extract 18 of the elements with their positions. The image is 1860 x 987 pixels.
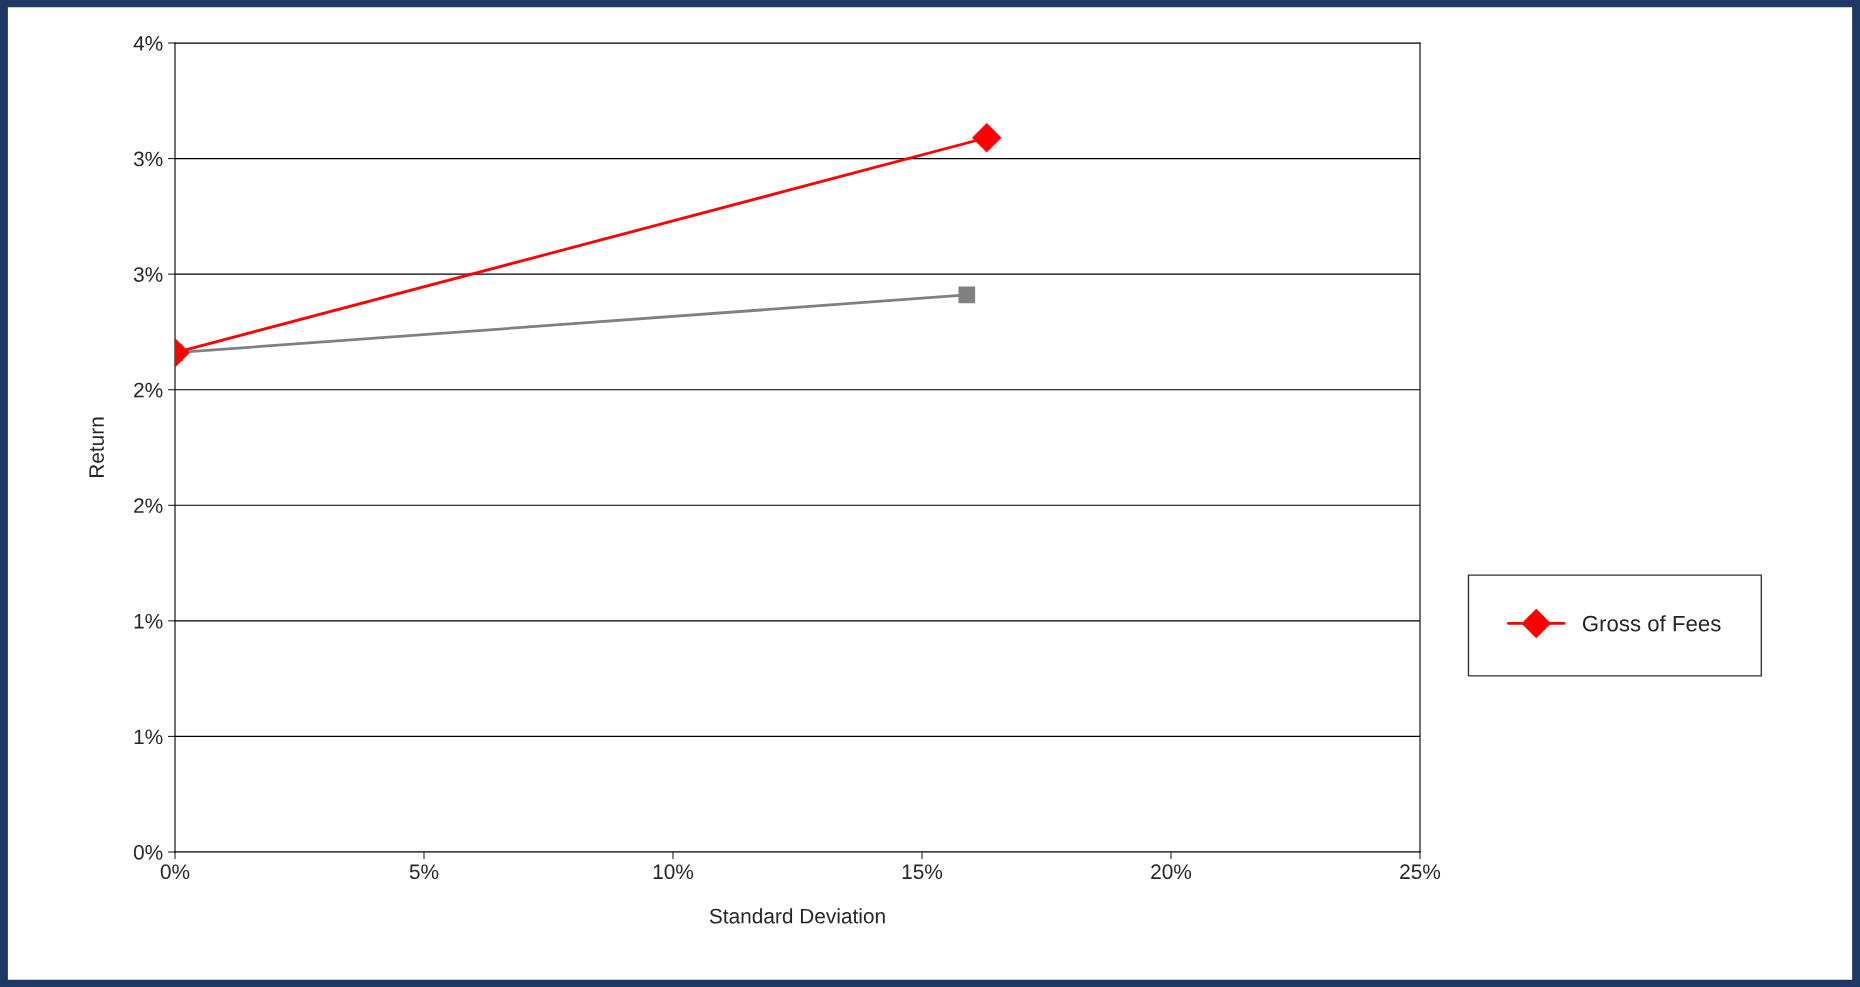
y-tick-label: 1% [134,729,163,745]
y-tick-label: 1% [134,613,163,629]
x-tick-label: 20% [1151,864,1192,880]
x-tick-label: 15% [902,864,943,880]
x-tick-label: 10% [653,864,694,880]
x-tick-label: 25% [1400,864,1441,880]
y-tick-label: 2% [134,382,163,398]
point [958,286,976,304]
x-tick-label: 0% [160,864,190,880]
x-tick-label: 5% [409,864,439,880]
y-axis-title: Return [89,417,104,478]
y-tick-label: 0% [133,845,163,860]
y-tick-label: 4% [133,36,163,51]
legend-label: Gross of Fees [1582,615,1721,632]
x-axis-title: Standard Deviation [709,908,885,924]
y-tick-label: 3% [133,151,163,167]
y-tick-label: 2% [134,498,163,513]
y-tick-label: 3% [133,267,163,282]
